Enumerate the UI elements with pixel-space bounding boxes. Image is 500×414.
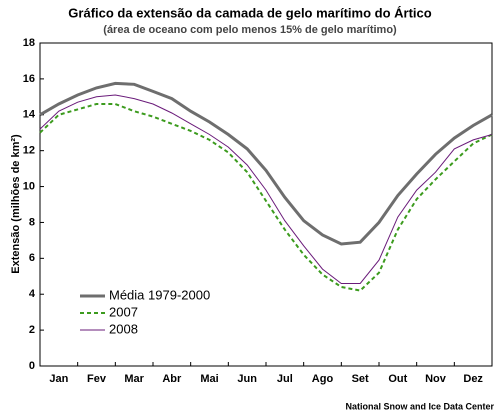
y-tick-label: 6 bbox=[29, 252, 35, 264]
x-tick-label: Dez bbox=[463, 373, 483, 385]
x-tick-label: Mar bbox=[124, 373, 144, 385]
legend-label: 2008 bbox=[109, 321, 138, 336]
y-tick-label: 4 bbox=[29, 288, 36, 300]
y-tick-label: 12 bbox=[23, 145, 35, 157]
series-line bbox=[39, 81, 493, 246]
x-tick-label: Fev bbox=[87, 373, 107, 385]
series-line bbox=[39, 103, 493, 292]
x-tick-label: Set bbox=[352, 373, 369, 385]
series-line bbox=[39, 94, 493, 284]
y-tick-label: 2 bbox=[29, 324, 35, 336]
plot-frame bbox=[39, 42, 493, 367]
chart-subtitle: (área de oceano com pelo menos 15% de ge… bbox=[103, 24, 397, 36]
legend-label: 2007 bbox=[109, 304, 138, 319]
x-tick-label: Ago bbox=[312, 373, 334, 385]
y-tick-label: 8 bbox=[29, 216, 35, 228]
y-tick-label: 10 bbox=[23, 180, 35, 192]
x-tick-label: Jan bbox=[49, 373, 68, 385]
x-tick-label: Jul bbox=[277, 373, 293, 385]
y-tick-label: 14 bbox=[23, 109, 36, 121]
x-tick-label: Jun bbox=[237, 373, 257, 385]
y-tick-label: 0 bbox=[29, 360, 35, 372]
x-tick-label: Out bbox=[388, 373, 407, 385]
chart-title: Gráfico da extensão da camada de gelo ma… bbox=[68, 5, 431, 20]
x-tick-label: Abr bbox=[162, 373, 182, 385]
y-tick-label: 18 bbox=[23, 37, 35, 49]
x-tick-label: Mai bbox=[200, 373, 218, 385]
source: National Snow and Ice Data Center bbox=[345, 401, 494, 411]
legend-label: Média 1979-2000 bbox=[109, 287, 210, 302]
y-axis-label: Extensão (milhões de km²) bbox=[10, 134, 22, 274]
x-tick-label: Nov bbox=[425, 373, 447, 385]
y-tick-label: 16 bbox=[23, 73, 35, 85]
